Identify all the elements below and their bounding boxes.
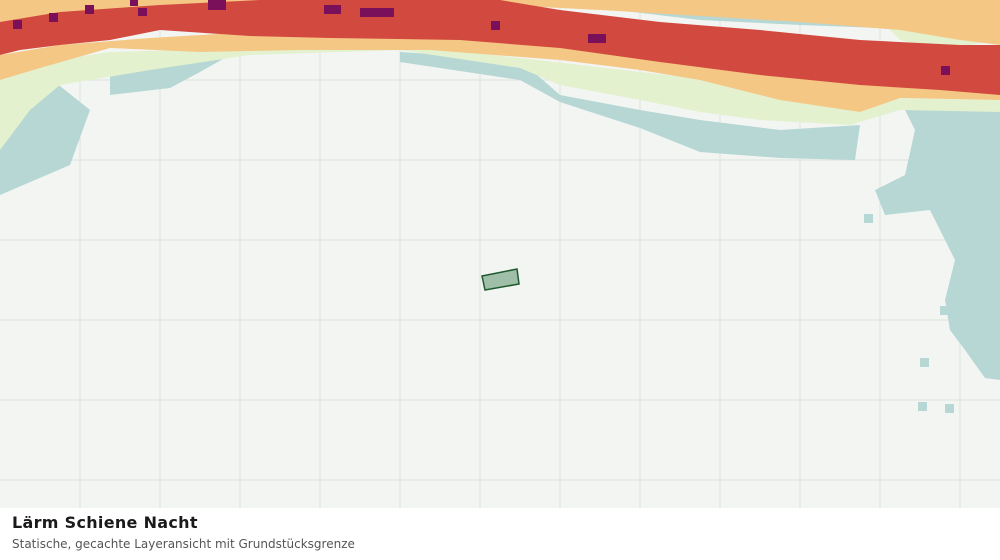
noise-zone-highest xyxy=(13,0,950,75)
parcel-boundary xyxy=(481,268,520,291)
map-subtitle: Statische, gecachte Layeransicht mit Gru… xyxy=(12,537,355,551)
caption: Lärm Schiene Nacht Statische, gecachte L… xyxy=(12,513,355,551)
map-title: Lärm Schiene Nacht xyxy=(12,513,198,532)
noise-zone-high xyxy=(0,0,1000,95)
noise-zone-mid xyxy=(0,0,1000,112)
map xyxy=(0,0,1000,508)
